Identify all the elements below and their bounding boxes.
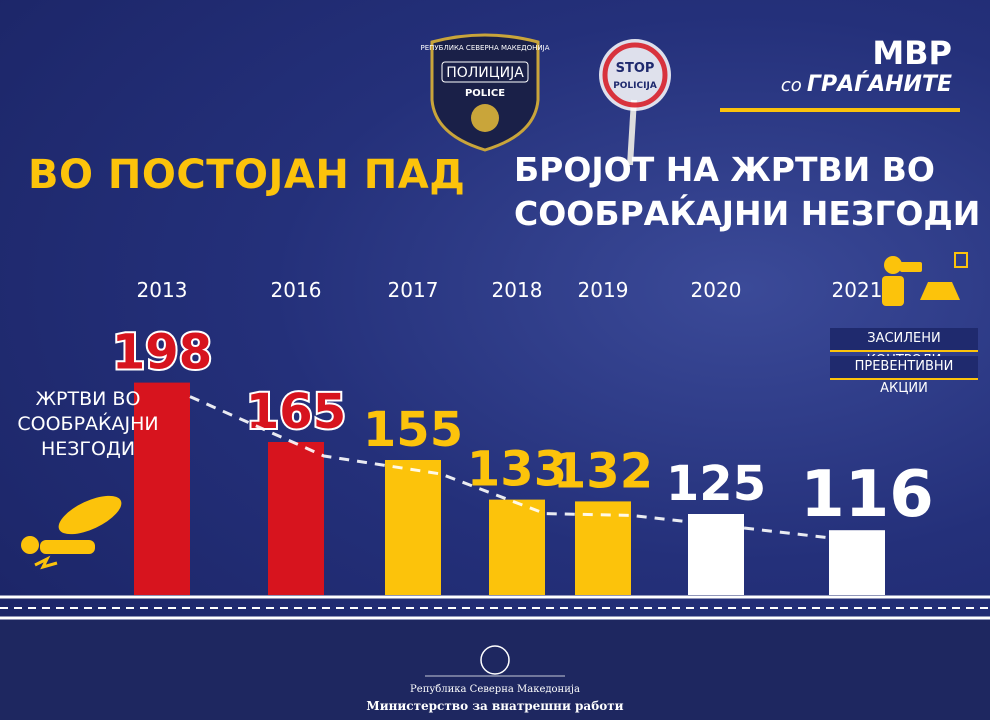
measure: ЗАСИЛЕНИ КОНТРОЛИ	[830, 328, 978, 368]
badge-middle: ПОЛИЦИЈА	[446, 65, 524, 81]
sign-top: STOP	[616, 61, 655, 76]
brand-citizens: ГРАЃАНИТЕ	[806, 72, 952, 97]
value-label: 125	[666, 456, 766, 512]
x-tick-label: 2016	[271, 278, 322, 302]
badge-top: РЕПУБЛИКА СЕВЕРНА МАКЕДОНИЈА	[420, 44, 549, 52]
brand-underline	[720, 108, 960, 112]
measure: ПРЕВЕНТИВНИ АКЦИИ	[830, 356, 978, 396]
title: ВО ПОСТОЈАН ПАД	[28, 152, 466, 198]
trend-line	[189, 395, 886, 546]
value-label: 155	[363, 402, 463, 458]
brand-so: со	[780, 75, 802, 96]
badge-bottom: POLICE	[465, 88, 505, 99]
bar	[575, 501, 631, 595]
bar	[134, 382, 190, 595]
sign-ring	[602, 42, 668, 108]
x-tick-label: 2020	[691, 278, 742, 302]
bar	[385, 460, 441, 595]
sign	[599, 39, 671, 111]
badge-box	[441, 61, 529, 83]
x-tick-label: 2013	[137, 278, 188, 302]
road-bottom	[0, 620, 990, 720]
x-tick-label: 2017	[388, 278, 439, 302]
series-label: ЖРТВИ ВО СООБРАЌАЈНИ НЕЗГОДИ	[17, 388, 159, 460]
footer-emblem	[480, 645, 510, 675]
radar-icon	[882, 252, 968, 306]
brand: МВР со ГРАЃАНИТЕ	[781, 34, 952, 97]
value-label: 165	[246, 384, 346, 440]
bar	[268, 442, 324, 595]
subtitle: БРОЈОТ НА ЖРТВИ ВО СООБРАЌАЈНИ НЕЗГОДИ	[514, 150, 981, 233]
x-tick-label: 2021	[832, 278, 883, 302]
footer-ministry: Министерство за внатрешни работи	[366, 699, 624, 713]
value-label: 132	[553, 443, 653, 499]
badge-shape	[430, 33, 540, 152]
x-tick-label: 2018	[492, 278, 543, 302]
brand-title: МВР	[872, 34, 952, 72]
sign-bottom: POLICIJA	[613, 81, 657, 91]
badge-emblem	[471, 104, 499, 132]
value-label: 133	[467, 442, 567, 498]
value-label: 198	[112, 325, 212, 381]
footer-country: Република Северна Македонија	[410, 684, 580, 695]
bar	[489, 499, 545, 595]
crash-icon	[21, 495, 122, 570]
value-label: 116	[800, 458, 934, 532]
x-tick-label: 2019	[578, 278, 629, 302]
